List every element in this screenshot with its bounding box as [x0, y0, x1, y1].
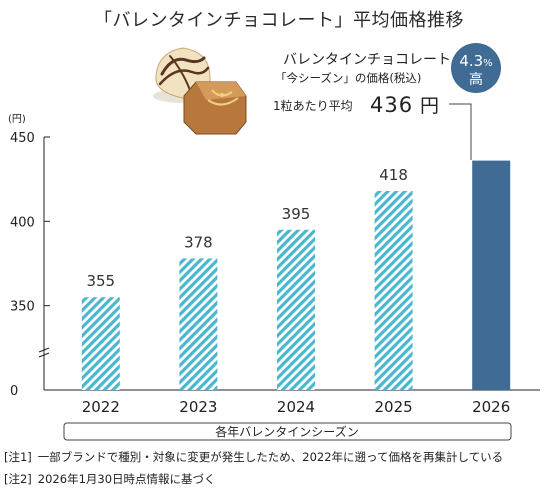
x-ticks: 2022 2023 2024 2025 2026	[82, 398, 511, 416]
callout-line3: 1粒あたり平均	[273, 98, 353, 113]
callout-unit: 円	[420, 95, 439, 117]
badge-percent: 4.3	[459, 52, 483, 70]
footnotes: [注1] 一部ブランドで種別・対象に変更が発生したため、2022年に遡って価格を…	[4, 449, 503, 493]
footnote-2: [注2] 2026年1月30日時点情報に基づく	[4, 471, 503, 487]
badge-label: 高	[469, 71, 483, 88]
bar-2025	[374, 190, 413, 390]
footnote-1-tag: [注1]	[4, 450, 32, 464]
x-tick-label-2026: 2026	[472, 398, 510, 416]
footnote-2-tag: [注2]	[4, 472, 32, 486]
callout-leader-line	[449, 103, 472, 160]
callout-line1: バレンタインチョコレート	[283, 52, 451, 68]
value-label-2023: 378	[184, 233, 213, 251]
footnote-2-text: 2026年1月30日時点情報に基づく	[37, 472, 216, 486]
x-axis-label-box	[63, 422, 512, 441]
axis-break-mark	[38, 347, 50, 353]
svg-text:4.3%: 4.3%	[459, 52, 492, 70]
x-tick-label-2022: 2022	[82, 398, 120, 416]
callout-line2: 「今シーズン」の価格(税込)	[275, 71, 421, 85]
footnote-1-text: 一部ブランドで種別・対象に変更が発生したため、2022年に遡って価格を再集計して…	[37, 450, 504, 464]
y-tick-label: 350	[10, 300, 35, 315]
value-label-2024: 395	[282, 205, 311, 223]
value-label-2022: 355	[86, 272, 115, 290]
bar-2024	[277, 229, 315, 390]
x-tick-label-2024: 2024	[277, 398, 315, 416]
price-callout: バレンタインチョコレート 「今シーズン」の価格(税込) 1粒あたり平均 436 …	[273, 52, 472, 160]
y-tick-label: 450	[10, 131, 35, 146]
bar-2026	[472, 160, 511, 390]
x-axis-label: 各年バレンタインシーズン	[215, 424, 358, 439]
x-tick-label-2023: 2023	[179, 398, 217, 416]
chocolate-bonbons-icon	[153, 47, 247, 135]
bars	[81, 160, 511, 390]
chart-title: 「バレンタインチョコレート」平均価格推移	[94, 10, 464, 31]
value-labels: 355 378 395 418	[86, 166, 407, 290]
y-axis: (円) 0 350 400 450	[8, 114, 540, 399]
callout-value: 436	[370, 93, 413, 117]
bar-2022	[81, 297, 120, 390]
axis-break-mark	[38, 352, 50, 358]
y-unit-label: (円)	[8, 114, 26, 125]
y-tick-label: 400	[10, 215, 35, 230]
badge-percent-unit: %	[483, 58, 493, 69]
x-tick-label-2025: 2025	[375, 398, 413, 416]
bar-2023	[179, 258, 218, 390]
value-label-2025: 418	[379, 166, 408, 184]
increase-badge: 4.3% 高	[451, 43, 501, 93]
footnote-1: [注1] 一部ブランドで種別・対象に変更が発生したため、2022年に遡って価格を…	[4, 449, 503, 465]
y-tick-label: 0	[10, 384, 18, 399]
